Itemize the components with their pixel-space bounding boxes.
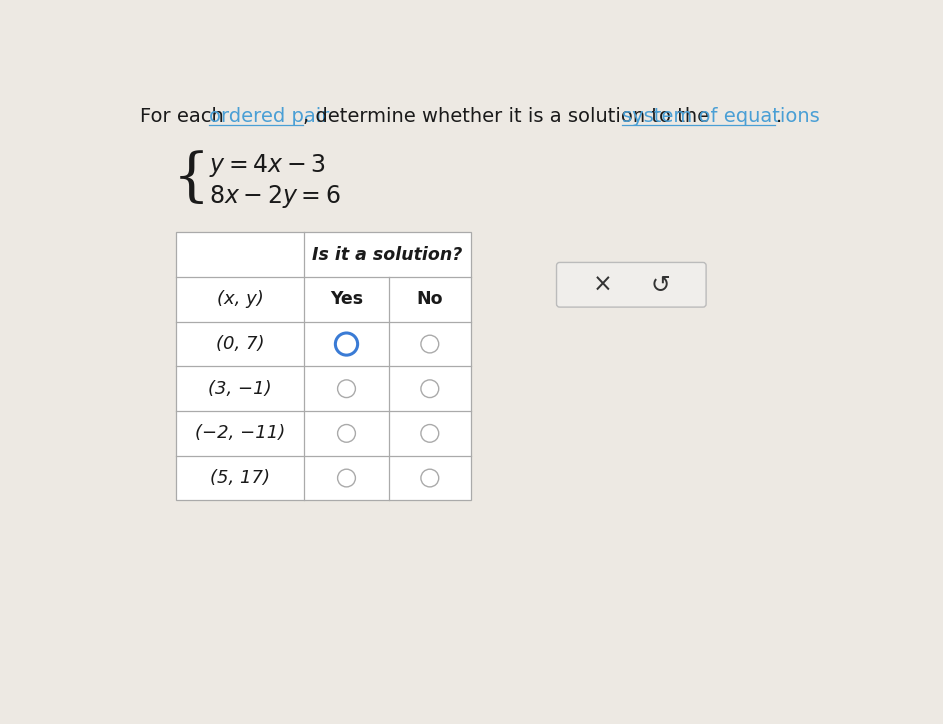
Text: (3, −1): (3, −1) (208, 379, 272, 397)
Text: $y=4x-3$: $y=4x-3$ (209, 152, 326, 179)
Text: No: No (417, 290, 443, 308)
Text: ordered pair: ordered pair (209, 107, 330, 127)
Bar (176, 232, 471, 500)
Text: ×: × (593, 273, 613, 297)
Text: system of equations: system of equations (622, 107, 820, 127)
Text: (0, 7): (0, 7) (216, 335, 264, 353)
Text: For each: For each (140, 107, 229, 127)
Text: (5, 17): (5, 17) (210, 469, 270, 487)
Text: (x, y): (x, y) (217, 290, 263, 308)
Text: Is it a solution?: Is it a solution? (312, 245, 462, 264)
Text: (−2, −11): (−2, −11) (195, 424, 285, 442)
Text: .: . (775, 107, 782, 127)
Text: Yes: Yes (330, 290, 363, 308)
Text: $8x-2y=6$: $8x-2y=6$ (209, 182, 340, 210)
FancyBboxPatch shape (556, 262, 706, 307)
Text: , determine whether it is a solution to the: , determine whether it is a solution to … (303, 107, 715, 127)
Text: ↺: ↺ (650, 273, 670, 297)
Text: {: { (173, 151, 210, 207)
Circle shape (340, 338, 353, 350)
